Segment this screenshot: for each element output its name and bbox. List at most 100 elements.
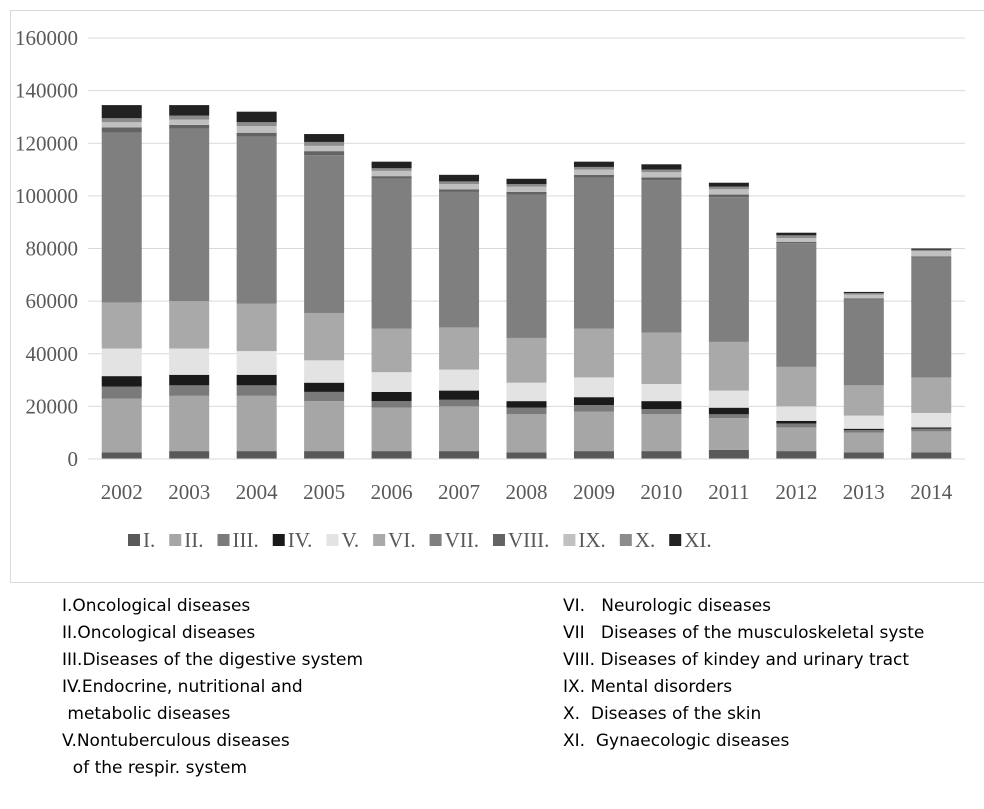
legend-swatch bbox=[169, 534, 182, 546]
bar-segment bbox=[304, 312, 345, 361]
bar-segment bbox=[776, 243, 817, 367]
x-tick-label: 2008 bbox=[506, 480, 548, 504]
bar-segment bbox=[776, 427, 817, 452]
bar-segment bbox=[236, 451, 277, 459]
legend-label: VII. bbox=[445, 528, 479, 552]
note-line: of the respir. system bbox=[62, 758, 247, 778]
bar-segment bbox=[641, 164, 682, 170]
bar-segment bbox=[776, 235, 817, 238]
bar-segment bbox=[776, 241, 817, 244]
bar-segment bbox=[573, 169, 614, 175]
bar-segment bbox=[708, 186, 749, 190]
bar-segment bbox=[776, 366, 817, 407]
bar-segment bbox=[708, 449, 749, 459]
bar-segment bbox=[776, 406, 817, 421]
x-tick-label: 2002 bbox=[101, 480, 143, 504]
note-line: II.Oncological diseases bbox=[62, 623, 255, 643]
note-line: metabolic diseases bbox=[62, 704, 230, 724]
x-tick-label: 2009 bbox=[573, 480, 615, 504]
bar-segment bbox=[101, 118, 142, 123]
bar-segment bbox=[371, 170, 412, 177]
bar-segment bbox=[641, 332, 682, 385]
bar-segment bbox=[236, 351, 277, 375]
bar-segment bbox=[439, 369, 480, 391]
bar-segment bbox=[708, 341, 749, 391]
bar-segment bbox=[439, 327, 480, 370]
note-line: IV.Endocrine, nutritional and bbox=[62, 677, 303, 697]
legend-label: IV. bbox=[288, 528, 313, 552]
bar-segment bbox=[843, 293, 884, 295]
bar-segment bbox=[304, 141, 345, 146]
bar-segment bbox=[641, 401, 682, 410]
legend-swatch bbox=[373, 534, 386, 546]
bar-segment bbox=[506, 194, 547, 338]
bar-segment bbox=[708, 194, 749, 198]
y-tick-label: 120000 bbox=[15, 131, 78, 155]
bar-segment bbox=[641, 169, 682, 173]
bar-segment bbox=[304, 134, 345, 142]
bar-segment bbox=[843, 452, 884, 459]
bar-segment bbox=[236, 303, 277, 352]
legend-swatch bbox=[326, 534, 339, 546]
legend-label: X. bbox=[635, 528, 655, 552]
bar-segment bbox=[573, 161, 614, 167]
x-tick-label: 2004 bbox=[236, 480, 279, 504]
bar-segment bbox=[371, 372, 412, 392]
bar-segment bbox=[641, 384, 682, 402]
bar-segment bbox=[573, 177, 614, 329]
bar-segment bbox=[101, 376, 142, 387]
bar-segment bbox=[843, 298, 884, 300]
bar-segment bbox=[506, 382, 547, 402]
bar-segment bbox=[371, 391, 412, 402]
legend-swatch bbox=[619, 534, 632, 546]
legend-label: VIII. bbox=[508, 528, 549, 552]
bar-segment bbox=[371, 328, 412, 373]
bar-segment bbox=[169, 301, 210, 349]
bar-segment bbox=[169, 105, 210, 116]
bar-segment bbox=[641, 451, 682, 459]
bar-segment bbox=[506, 401, 547, 408]
bar-segment bbox=[371, 176, 412, 179]
bar-segment bbox=[641, 180, 682, 333]
bar-segment bbox=[506, 407, 547, 415]
bar-segment bbox=[371, 451, 412, 459]
bar-segment bbox=[101, 386, 142, 399]
note-line: IX. Mental disorders bbox=[563, 677, 732, 697]
bar-segment bbox=[236, 126, 277, 133]
bar-segment bbox=[101, 398, 142, 453]
legend-label: II. bbox=[184, 528, 203, 552]
chart-frame bbox=[10, 10, 984, 583]
bar-segment bbox=[911, 249, 952, 252]
legend-label: III. bbox=[233, 528, 259, 552]
bar-segment bbox=[439, 181, 480, 185]
note-line: VII Diseases of the musculoskeletal syst… bbox=[563, 623, 924, 643]
bar-segment bbox=[911, 431, 952, 453]
bar-segment bbox=[169, 124, 210, 129]
bar-segment bbox=[573, 411, 614, 452]
bar-segment bbox=[169, 451, 210, 459]
legend-label: XI. bbox=[684, 528, 711, 552]
x-tick-label: 2012 bbox=[775, 480, 817, 504]
bar-segment bbox=[573, 397, 614, 406]
bar-segment bbox=[169, 374, 210, 386]
bar-segment bbox=[911, 256, 952, 258]
legend-swatch bbox=[563, 534, 576, 546]
bar-segment bbox=[573, 451, 614, 459]
bar-segment bbox=[641, 177, 682, 181]
y-tick-label: 40000 bbox=[26, 342, 79, 366]
bar-segment bbox=[304, 401, 345, 452]
bar-segment bbox=[439, 451, 480, 459]
y-tick-label: 100000 bbox=[15, 184, 78, 208]
bar-segment bbox=[439, 390, 480, 400]
note-line: I.Oncological diseases bbox=[62, 596, 250, 616]
bar-segment bbox=[236, 385, 277, 396]
bar-segment bbox=[776, 451, 817, 459]
bar-segment bbox=[843, 430, 884, 433]
bar-segment bbox=[506, 414, 547, 453]
y-tick-label: 20000 bbox=[26, 394, 79, 418]
bar-segment bbox=[169, 385, 210, 396]
bar-segment bbox=[573, 405, 614, 412]
note-line: X. Diseases of the skin bbox=[563, 704, 761, 724]
bar-segment bbox=[304, 382, 345, 392]
